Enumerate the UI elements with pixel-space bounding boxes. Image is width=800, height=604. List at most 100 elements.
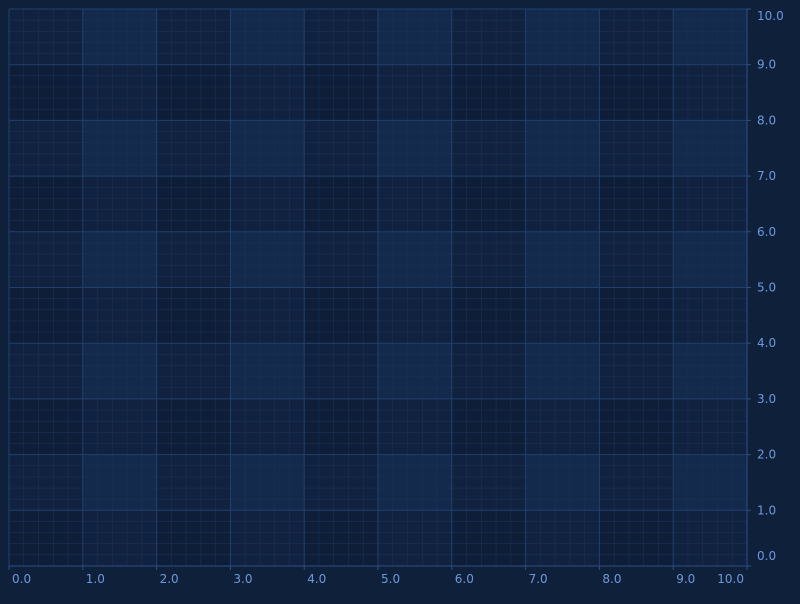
plot-cell xyxy=(156,510,231,566)
y-tick-label: 2.0 xyxy=(757,448,776,462)
x-tick-label: 4.0 xyxy=(307,572,326,586)
plot-cell xyxy=(525,64,600,121)
plot-cell xyxy=(378,287,452,344)
plot-cell xyxy=(525,176,600,232)
plot-cell xyxy=(378,454,452,511)
y-tick-label: 4.0 xyxy=(757,336,776,350)
plot-cell xyxy=(673,231,747,288)
plot-cell xyxy=(451,9,526,65)
plot-cell xyxy=(451,120,526,177)
plot-cell xyxy=(304,510,378,566)
plot-cell xyxy=(673,64,747,121)
plot-cell xyxy=(451,64,526,121)
y-tick-label: 0.0 xyxy=(757,549,776,563)
x-tick-label: 7.0 xyxy=(529,572,548,586)
plot-cell xyxy=(451,176,526,232)
plot-cell xyxy=(451,454,526,511)
plot-cell xyxy=(156,64,231,121)
plot-cell xyxy=(525,343,600,399)
plot-cell xyxy=(9,454,83,511)
plot-cell xyxy=(599,287,674,344)
plot-cell xyxy=(230,287,305,344)
plot-cell xyxy=(304,454,378,511)
plot-cell xyxy=(304,398,378,455)
plot-cell xyxy=(82,398,157,455)
plot-cell xyxy=(673,454,747,511)
plot-cell xyxy=(82,343,157,399)
plot-cell xyxy=(156,454,231,511)
plot-cell xyxy=(599,64,674,121)
plot-cell xyxy=(673,120,747,177)
plot-background-bands xyxy=(9,9,747,566)
y-tick-label: 7.0 xyxy=(757,169,776,183)
y-axis-tick-labels: 0.0 1.0 2.0 3.0 4.0 5.0 6.0 7.0 8.0 9.0 10.0 xyxy=(757,9,784,563)
plot-cell xyxy=(82,510,157,566)
plot-cell xyxy=(156,9,231,65)
plot-cell xyxy=(304,231,378,288)
plot-cell xyxy=(599,454,674,511)
plot-cell xyxy=(304,287,378,344)
plot-cell xyxy=(304,176,378,232)
plot-cell xyxy=(230,398,305,455)
plot-cell xyxy=(378,9,452,65)
plot-cell xyxy=(378,398,452,455)
plot-cell xyxy=(82,231,157,288)
plot-cell xyxy=(156,343,231,399)
plot-cell xyxy=(525,120,600,177)
plot-cell xyxy=(156,287,231,344)
plot-cell xyxy=(599,231,674,288)
plot-cell xyxy=(451,231,526,288)
x-axis-tick-labels: 0.0 1.0 2.0 3.0 4.0 5.0 6.0 7.0 8.0 9.0 10.0 xyxy=(12,572,744,586)
plot-cell xyxy=(230,120,305,177)
plot-cell xyxy=(525,9,600,65)
x-tick-label: 8.0 xyxy=(602,572,621,586)
plot-cell xyxy=(82,287,157,344)
plot-cell xyxy=(378,231,452,288)
plot-cell xyxy=(525,510,600,566)
plot-cell xyxy=(9,64,83,121)
plot-cell xyxy=(451,398,526,455)
plot-cell xyxy=(9,398,83,455)
x-tick-label: 10.0 xyxy=(717,572,744,586)
plot-cell xyxy=(378,120,452,177)
plot-cell xyxy=(82,176,157,232)
plot-cell xyxy=(599,510,674,566)
plot-cell xyxy=(82,9,157,65)
y-tick-label: 10.0 xyxy=(757,9,784,23)
plot-cell xyxy=(378,510,452,566)
plot-cell xyxy=(230,454,305,511)
plot-cell xyxy=(82,64,157,121)
plot-cell xyxy=(82,120,157,177)
plot-cell xyxy=(673,510,747,566)
x-tick-label: 0.0 xyxy=(12,572,31,586)
plot-cell xyxy=(451,510,526,566)
x-tick-label: 3.0 xyxy=(233,572,252,586)
plot-cell xyxy=(304,9,378,65)
y-tick-label: 1.0 xyxy=(757,503,776,517)
plot-cell xyxy=(673,343,747,399)
plot-cell xyxy=(525,287,600,344)
plot-cell xyxy=(9,231,83,288)
plot-cell xyxy=(156,120,231,177)
plot-cell xyxy=(156,176,231,232)
plot-cell xyxy=(9,343,83,399)
plot-cell xyxy=(525,454,600,511)
plot-cell xyxy=(525,398,600,455)
x-tick-label: 5.0 xyxy=(381,572,400,586)
plot-cell xyxy=(304,343,378,399)
plot-cell xyxy=(156,231,231,288)
plot-cell xyxy=(9,120,83,177)
plot-cell xyxy=(378,176,452,232)
plot-cell xyxy=(378,64,452,121)
plot-cell xyxy=(673,287,747,344)
plot-cell xyxy=(230,231,305,288)
plot-cell xyxy=(9,9,83,65)
x-tick-label: 6.0 xyxy=(455,572,474,586)
plot-cell xyxy=(525,231,600,288)
plot-cell xyxy=(230,9,305,65)
y-tick-label: 9.0 xyxy=(757,58,776,72)
plot-cell xyxy=(230,343,305,399)
plot-cell xyxy=(451,287,526,344)
